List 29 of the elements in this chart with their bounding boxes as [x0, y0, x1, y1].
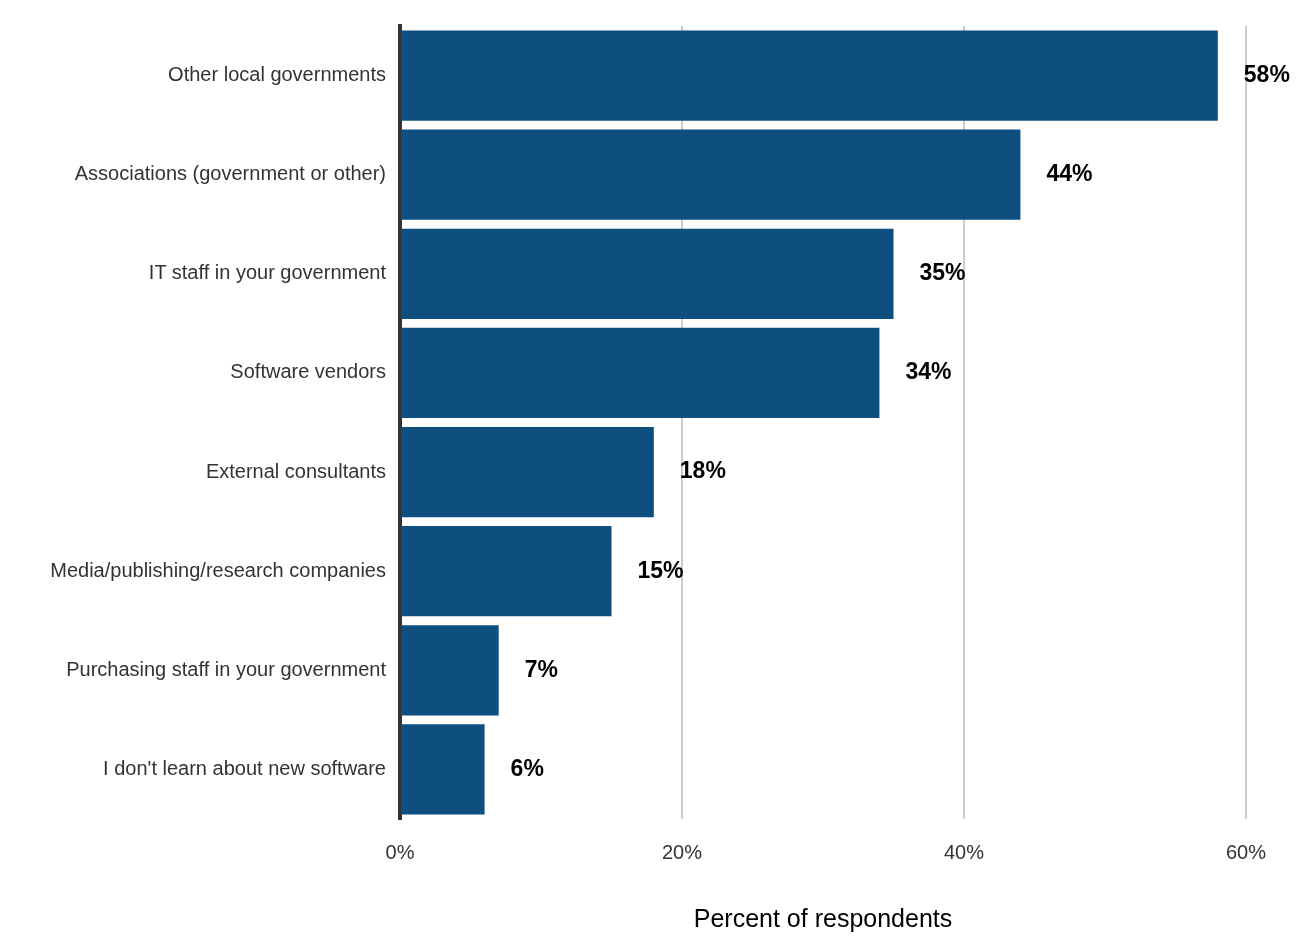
x-axis-title: Percent of respondents	[693, 903, 953, 932]
bar	[401, 526, 612, 617]
bar	[401, 327, 880, 419]
bar	[401, 625, 499, 716]
y-tick-label: Media/publishing/research companies	[50, 558, 386, 581]
y-tick-label: Software vendors	[230, 360, 386, 383]
y-tick-label: Associations (government or other)	[74, 162, 386, 185]
y-tick-label: Purchasing staff in your government	[66, 657, 387, 680]
data-label: 15%	[637, 556, 684, 583]
bar	[401, 30, 1218, 121]
y-tick-label: I don't learn about new software	[103, 756, 386, 779]
x-tick-label: 0%	[385, 840, 415, 863]
y-tick-label: External consultants	[205, 459, 386, 482]
bar	[401, 228, 894, 319]
bar	[401, 724, 485, 815]
data-label: 58%	[1243, 60, 1290, 87]
x-tick-label: 20%	[661, 840, 703, 863]
data-label: 34%	[905, 358, 952, 385]
y-tick-label: IT staff in your government	[148, 261, 387, 284]
bar	[401, 129, 1021, 220]
data-label: 18%	[679, 457, 726, 484]
x-tick-label: 60%	[1225, 840, 1267, 863]
data-label: 44%	[1046, 160, 1093, 187]
data-label: 35%	[919, 259, 966, 286]
data-label: 6%	[510, 754, 544, 781]
y-tick-label: Other local governments	[168, 63, 386, 86]
bar	[401, 426, 654, 518]
data-label: 7%	[524, 655, 558, 682]
x-tick-label: 40%	[943, 840, 985, 863]
